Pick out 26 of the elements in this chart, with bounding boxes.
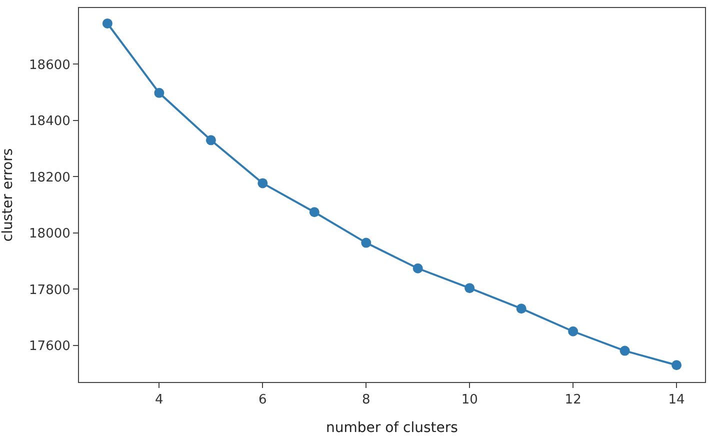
point xyxy=(309,207,320,218)
point xyxy=(568,326,578,336)
point xyxy=(154,88,164,98)
x-tick-label: 12 xyxy=(564,392,582,408)
y-tick-label: 18200 xyxy=(29,170,70,186)
y-tick-label: 17800 xyxy=(29,282,70,298)
x-tick-label: 10 xyxy=(461,392,478,408)
y-tick-label: 18600 xyxy=(29,58,70,73)
x-axis-title: number of clusters xyxy=(326,420,458,436)
x-tick-label: 4 xyxy=(155,392,164,408)
x-tick-label: 14 xyxy=(668,392,685,408)
point xyxy=(464,283,475,294)
y-tick-label: 17600 xyxy=(29,338,70,354)
x-tick-label: 6 xyxy=(258,392,267,408)
x-tick-label: 8 xyxy=(362,392,370,408)
point xyxy=(361,238,372,248)
y-axis-title: cluster errors xyxy=(0,148,16,242)
point xyxy=(620,346,630,356)
point xyxy=(516,304,526,314)
point xyxy=(672,360,682,370)
point xyxy=(258,178,268,188)
y-tick-label: 18000 xyxy=(29,226,70,242)
point xyxy=(206,135,216,146)
point xyxy=(412,263,423,274)
y-tick-label: 18400 xyxy=(29,114,70,130)
point xyxy=(102,18,112,28)
